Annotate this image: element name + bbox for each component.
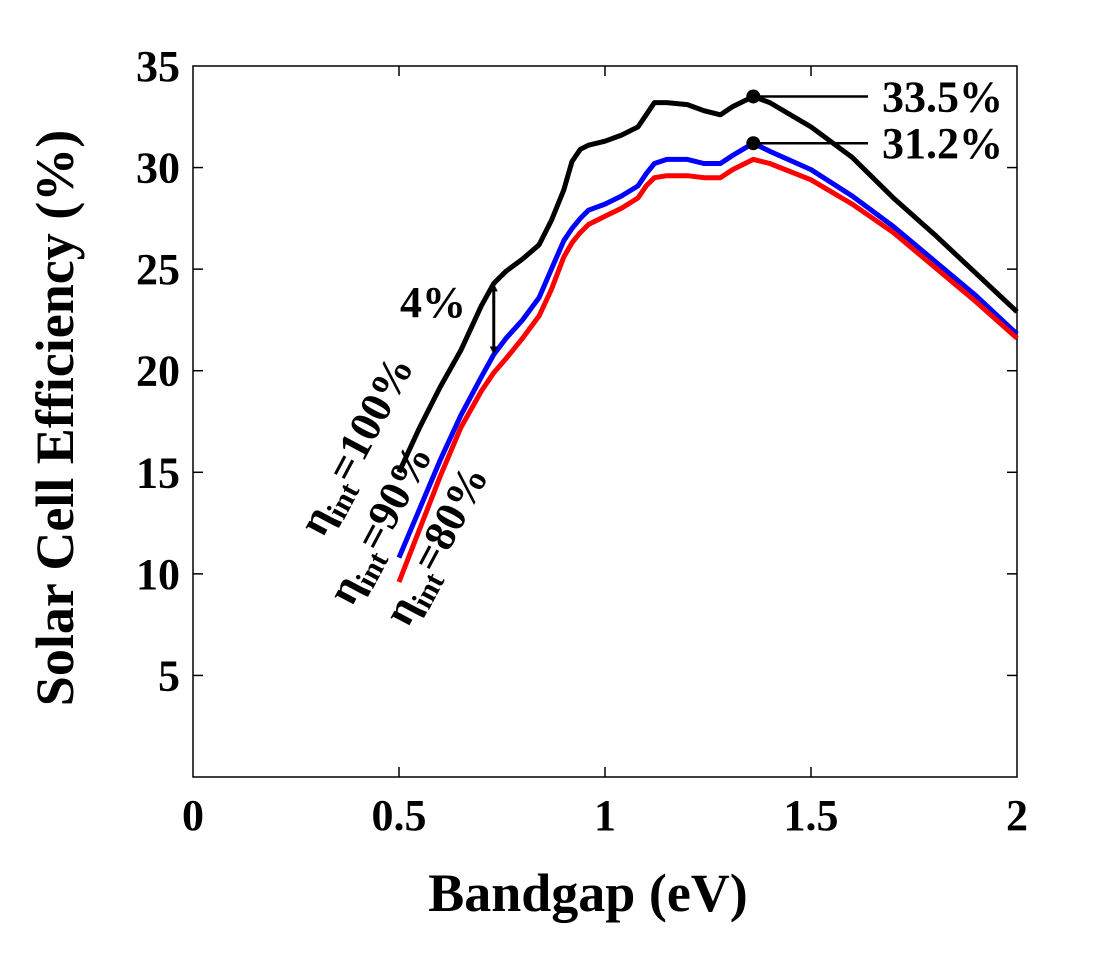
x-tick-label: 1.5: [784, 791, 839, 840]
y-tick-label: 15: [136, 448, 180, 497]
x-tick-label: 0.5: [372, 791, 427, 840]
x-tick-label: 1: [594, 791, 616, 840]
peak-label: 31.2%: [882, 119, 1003, 168]
annotations: 33.5%31.2% 4%: [400, 72, 1003, 355]
y-tick-label: 35: [136, 42, 180, 91]
series-line: [396, 94, 1019, 474]
y-tick-label: 30: [136, 144, 180, 193]
peak-label: 33.5%: [882, 72, 1003, 121]
y-tick-label: 5: [158, 651, 180, 700]
x-tick-label: 2: [1006, 791, 1028, 840]
y-axis-label: Solar Cell Efficiency (%): [25, 130, 85, 706]
x-axis-label: Bandgap (eV): [428, 863, 748, 923]
plot-frame: [192, 65, 1018, 778]
series-lines: ηint=100%ηint=90%ηint=80%: [289, 94, 1019, 633]
x-tick-label: 0: [182, 791, 204, 840]
series-line: [396, 156, 1019, 583]
y-tick-label: 10: [136, 550, 180, 599]
gap-label: 4%: [400, 278, 466, 327]
y-tick-label: 20: [136, 347, 180, 396]
series-line: [396, 140, 1019, 559]
y-tick-label: 25: [136, 245, 180, 294]
